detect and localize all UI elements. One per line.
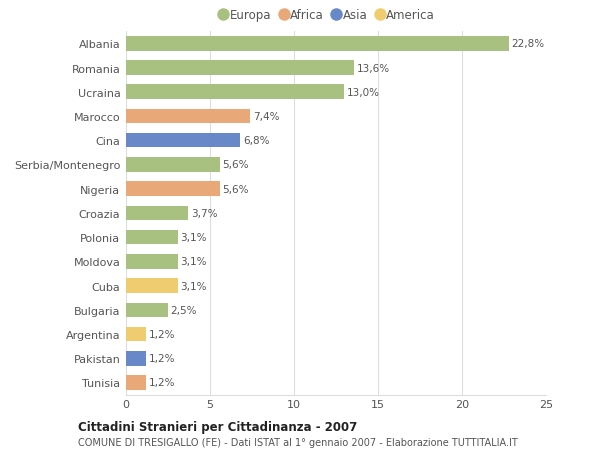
Legend: Europa, Africa, Asia, America: Europa, Africa, Asia, America [220, 9, 435, 22]
Text: 6,8%: 6,8% [243, 136, 269, 146]
Text: 22,8%: 22,8% [512, 39, 545, 49]
Text: COMUNE DI TRESIGALLO (FE) - Dati ISTAT al 1° gennaio 2007 - Elaborazione TUTTITA: COMUNE DI TRESIGALLO (FE) - Dati ISTAT a… [78, 437, 518, 447]
Text: 5,6%: 5,6% [223, 184, 249, 194]
Bar [126, 37, 509, 51]
Bar [126, 182, 220, 196]
Text: 7,4%: 7,4% [253, 112, 280, 122]
Text: 3,1%: 3,1% [181, 281, 207, 291]
Bar [126, 375, 146, 390]
Bar [126, 85, 344, 100]
Bar [126, 110, 250, 124]
Text: Cittadini Stranieri per Cittadinanza - 2007: Cittadini Stranieri per Cittadinanza - 2… [78, 420, 357, 433]
Text: 3,7%: 3,7% [191, 208, 217, 218]
Bar [126, 134, 240, 148]
Text: 1,2%: 1,2% [149, 378, 175, 388]
Text: 2,5%: 2,5% [170, 305, 197, 315]
Bar [126, 230, 178, 245]
Text: 13,0%: 13,0% [347, 88, 380, 98]
Bar [126, 327, 146, 341]
Bar [126, 279, 178, 293]
Text: 13,6%: 13,6% [357, 63, 390, 73]
Text: 3,1%: 3,1% [181, 257, 207, 267]
Bar [126, 61, 355, 76]
Bar [126, 351, 146, 366]
Bar [126, 158, 220, 172]
Bar [126, 255, 178, 269]
Bar [126, 303, 168, 317]
Text: 5,6%: 5,6% [223, 160, 249, 170]
Text: 1,2%: 1,2% [149, 353, 175, 364]
Bar [126, 206, 188, 221]
Text: 1,2%: 1,2% [149, 329, 175, 339]
Text: 3,1%: 3,1% [181, 233, 207, 243]
